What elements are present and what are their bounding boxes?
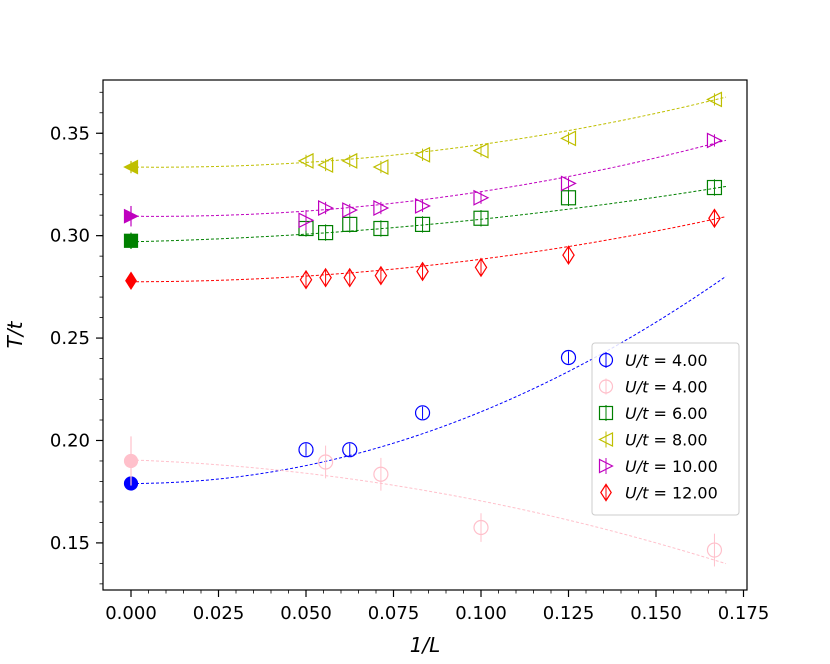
data-point — [414, 216, 431, 232]
legend-label-var: U/t — [625, 457, 649, 476]
extrapolated-point — [123, 453, 139, 469]
data-point — [319, 267, 332, 288]
data-point — [560, 190, 577, 206]
data-point — [473, 210, 489, 226]
data-point — [373, 220, 389, 237]
legend-label-var: U/t — [625, 404, 649, 423]
extrapolated-point — [125, 271, 137, 290]
data-points — [123, 91, 723, 567]
data-point — [560, 175, 577, 192]
legend-label: U/t = 4.00 — [625, 351, 708, 370]
fit-line — [130, 275, 727, 484]
legend-label: U/t = 12.00 — [625, 484, 718, 503]
legend-label: U/t = 6.00 — [625, 404, 708, 423]
y-tick-label: 0.15 — [50, 533, 90, 554]
legend-marker — [598, 405, 614, 421]
data-point — [317, 157, 334, 173]
legend-label-var: U/t — [625, 484, 649, 503]
data-point — [706, 542, 723, 558]
legend-label-var: U/t — [625, 378, 649, 397]
x-tick-label: 0.025 — [193, 603, 245, 624]
data-point — [343, 267, 357, 288]
data-point — [373, 466, 389, 482]
data-point — [298, 212, 315, 229]
fit-line — [130, 185, 727, 243]
y-tick-label: 0.20 — [50, 430, 90, 451]
legend-label: U/t = 10.00 — [625, 457, 718, 476]
legend-label-value: = 4.00 — [648, 351, 707, 370]
legend-label-value: = 12.00 — [648, 484, 717, 503]
data-point — [341, 152, 358, 169]
x-tick-label: 0.150 — [630, 603, 682, 624]
data-point — [372, 159, 389, 176]
x-tick-label: 0.075 — [368, 603, 420, 624]
legend-marker — [600, 483, 612, 502]
axes-frame — [102, 79, 748, 591]
data-point — [706, 91, 723, 108]
data-point — [342, 202, 359, 219]
data-point — [374, 265, 388, 286]
data-point — [708, 208, 721, 229]
data-point — [318, 200, 334, 216]
data-point — [342, 442, 358, 458]
data-point — [416, 261, 429, 282]
data-point — [342, 216, 358, 232]
data-point — [706, 132, 723, 149]
extrapolated-point — [123, 208, 139, 224]
x-axis-ticks: 0.000 0.025 0.050 0.075 0.100 0.125 0.150 0.175 — [105, 590, 769, 624]
data-point — [474, 257, 488, 278]
data-point — [473, 519, 489, 536]
legend-marker — [598, 432, 614, 447]
data-point — [298, 442, 314, 458]
data-point — [472, 142, 489, 159]
y-tick-label: 0.35 — [50, 123, 90, 144]
data-point — [297, 152, 314, 169]
legend-marker — [598, 352, 614, 368]
x-tick-label: 0.125 — [543, 603, 595, 624]
data-point — [560, 130, 577, 147]
data-point — [706, 179, 723, 196]
legend-label-value: = 8.00 — [648, 431, 707, 450]
legend-label: U/t = 8.00 — [625, 431, 708, 450]
data-point — [318, 224, 334, 241]
data-point — [318, 454, 334, 470]
x-tick-label: 0.175 — [718, 603, 770, 624]
legend-label-value: = 6.00 — [648, 404, 707, 423]
data-point — [473, 189, 490, 206]
y-axis-label: T/t — [3, 320, 27, 348]
y-axis-label-text: T/t — [3, 320, 27, 348]
x-tick-label: 0.100 — [455, 603, 507, 624]
data-point — [414, 405, 431, 421]
legend: U/t = 4.00U/t = 4.00U/t = 6.00U/t = 8.00… — [591, 342, 740, 516]
legend-marker — [598, 379, 614, 394]
legend-marker — [598, 458, 614, 474]
y-axis-ticks: 0.15 0.20 0.25 0.30 0.35 — [50, 91, 103, 585]
x-axis-label: 1/L — [410, 633, 441, 657]
data-point — [414, 146, 431, 163]
legend-label-value: = 4.00 — [648, 378, 707, 397]
legend-label-var: U/t — [625, 351, 649, 370]
data-point — [562, 245, 575, 265]
legend-label-var: U/t — [625, 431, 649, 450]
data-point — [299, 269, 313, 290]
data-point — [373, 200, 390, 216]
legend-frame — [591, 342, 740, 516]
fit-curves — [130, 96, 727, 565]
x-tick-label: 0.050 — [280, 603, 332, 624]
x-axis-label-text: 1/L — [410, 633, 441, 657]
y-tick-label: 0.25 — [50, 328, 90, 349]
legend-label-value: = 10.00 — [648, 457, 717, 476]
legend-label: U/t = 4.00 — [625, 378, 708, 397]
x-tick-label: 0.000 — [105, 603, 157, 624]
data-point — [560, 349, 577, 366]
extrapolated-point — [123, 233, 139, 248]
y-tick-label: 0.30 — [50, 226, 90, 247]
fit-line — [130, 459, 727, 565]
data-point — [414, 197, 431, 214]
extrapolated-point — [123, 159, 139, 175]
